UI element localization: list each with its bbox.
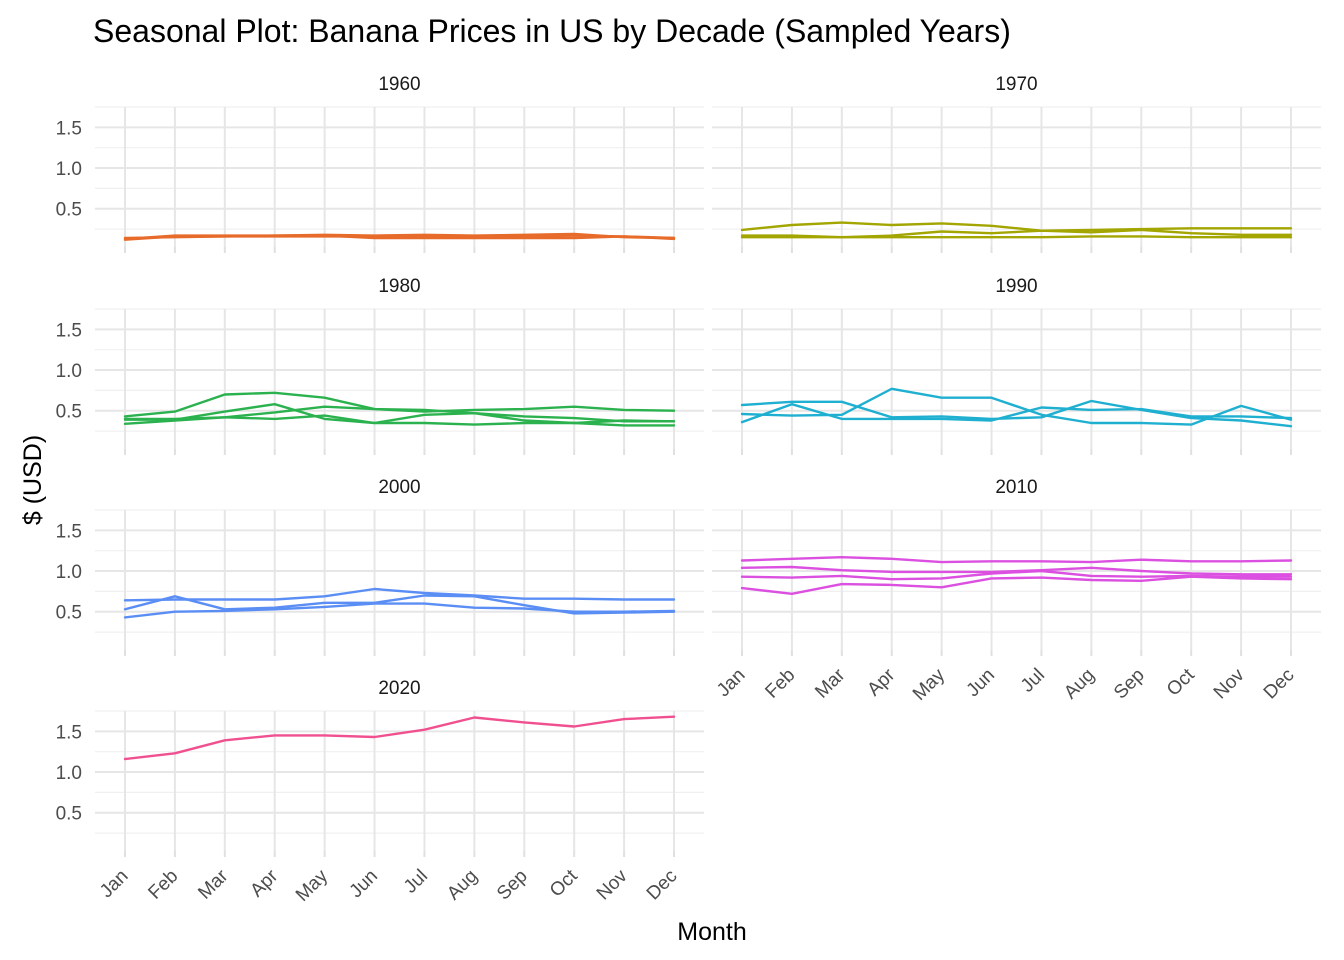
x-tick-label: Oct (1163, 664, 1199, 700)
y-tick-label: 0.5 (56, 200, 82, 221)
facet-panel-1990: 1990 (712, 276, 1321, 455)
x-axis-title: Month (677, 918, 746, 946)
x-tick-label: Mar (194, 865, 232, 903)
series-line (740, 399, 1293, 428)
x-tick-label: Mar (811, 664, 849, 702)
y-tick-label: 1.5 (56, 320, 82, 341)
x-tick-label: May (909, 664, 950, 705)
x-tick-label: Jul (1017, 665, 1049, 697)
facet-panel-1980: 1980 0.5 1.0 1.5 (56, 276, 704, 455)
facet-label: 1970 (995, 74, 1037, 95)
y-tick-label: 1.0 (56, 763, 82, 784)
facet-panel-1970: 1970 (712, 74, 1321, 253)
y-axis-title: $ (USD) (19, 435, 47, 525)
y-tick-label: 1.0 (56, 361, 82, 382)
series-line (740, 403, 1293, 424)
series-line (740, 387, 1293, 426)
x-tick-label: Nov (1210, 664, 1249, 703)
series-line (123, 602, 676, 619)
facet-panel-2010: 2010 Jan Feb Mar Apr May Jun Jul Aug Sep Oct Nov Dec (712, 477, 1321, 705)
x-tick-label: Feb (761, 665, 799, 703)
x-tick-label: Feb (144, 866, 182, 904)
series-line (740, 556, 1293, 564)
x-tick-label: Jun (346, 866, 383, 903)
facet-panel-2000: 2000 0.5 1.0 1.5 (56, 477, 704, 656)
facet-panel-2020: 2020 0.5 1.0 1.5 Jan Feb Mar Apr May Jun Jul Aug Sep… (56, 678, 704, 906)
x-tick-label: Dec (643, 866, 682, 905)
series-line (740, 235, 1293, 239)
x-tick-label: Jul (400, 866, 432, 898)
x-tick-label: Jan (713, 665, 750, 702)
x-tick-label: Apr (863, 664, 899, 700)
y-tick-label: 1.5 (56, 722, 82, 743)
series-line (123, 587, 676, 602)
series-line (123, 715, 676, 761)
facet-label: 1960 (378, 74, 420, 95)
series-line (123, 594, 676, 615)
x-tick-label: Sep (1110, 665, 1149, 704)
x-tick-label: May (292, 865, 333, 906)
y-tick-label: 1.0 (56, 159, 82, 180)
x-tick-label: Jan (96, 866, 133, 903)
series-line (123, 391, 676, 418)
series-line (123, 414, 676, 426)
y-tick-label: 0.5 (56, 804, 82, 825)
x-tick-label: Nov (593, 865, 632, 904)
facet-panels: 1960 0.5 1.0 1.5 1970 1980 0.5 1.0 1.5 1990 2000 0.… (56, 74, 1321, 906)
series-line (123, 403, 676, 425)
x-tick-label: Oct (546, 865, 582, 901)
facet-label: 2010 (995, 477, 1037, 498)
x-tick-label: Jun (963, 665, 1000, 702)
x-tick-label: Dec (1260, 665, 1299, 704)
y-tick-label: 0.5 (56, 603, 82, 624)
y-tick-label: 1.5 (56, 521, 82, 542)
facet-label: 1980 (378, 276, 420, 297)
facet-panel-1960: 1960 0.5 1.0 1.5 (56, 74, 704, 253)
series-line (740, 575, 1293, 595)
x-tick-label: Sep (493, 866, 532, 905)
chart-title: Seasonal Plot: Banana Prices in US by De… (93, 13, 1011, 49)
facet-label: 2000 (378, 477, 420, 498)
y-tick-label: 1.0 (56, 562, 82, 583)
x-tick-label: Aug (443, 866, 482, 905)
facet-label: 1990 (995, 276, 1037, 297)
series-line (740, 221, 1293, 232)
y-tick-label: 1.5 (56, 118, 82, 139)
x-tick-label: Apr (246, 865, 282, 901)
x-tick-label: Aug (1060, 665, 1099, 704)
y-tick-label: 0.5 (56, 402, 82, 423)
facet-label: 2020 (378, 678, 420, 699)
series-line (123, 232, 676, 241)
